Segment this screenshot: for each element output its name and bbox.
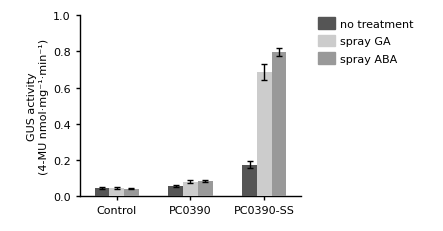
Bar: [183, 182, 198, 196]
Bar: [109, 188, 124, 196]
Y-axis label: GUS activity
(4-MU nmol·mg⁻¹·min⁻¹): GUS activity (4-MU nmol·mg⁻¹·min⁻¹): [27, 39, 49, 174]
Bar: [242, 165, 257, 196]
Bar: [168, 186, 183, 196]
Legend: no treatment, spray GA, spray ABA: no treatment, spray GA, spray ABA: [318, 18, 414, 64]
Bar: [272, 53, 287, 196]
Bar: [124, 189, 139, 196]
Bar: [257, 73, 272, 196]
Bar: [198, 181, 213, 196]
Bar: [94, 188, 109, 196]
